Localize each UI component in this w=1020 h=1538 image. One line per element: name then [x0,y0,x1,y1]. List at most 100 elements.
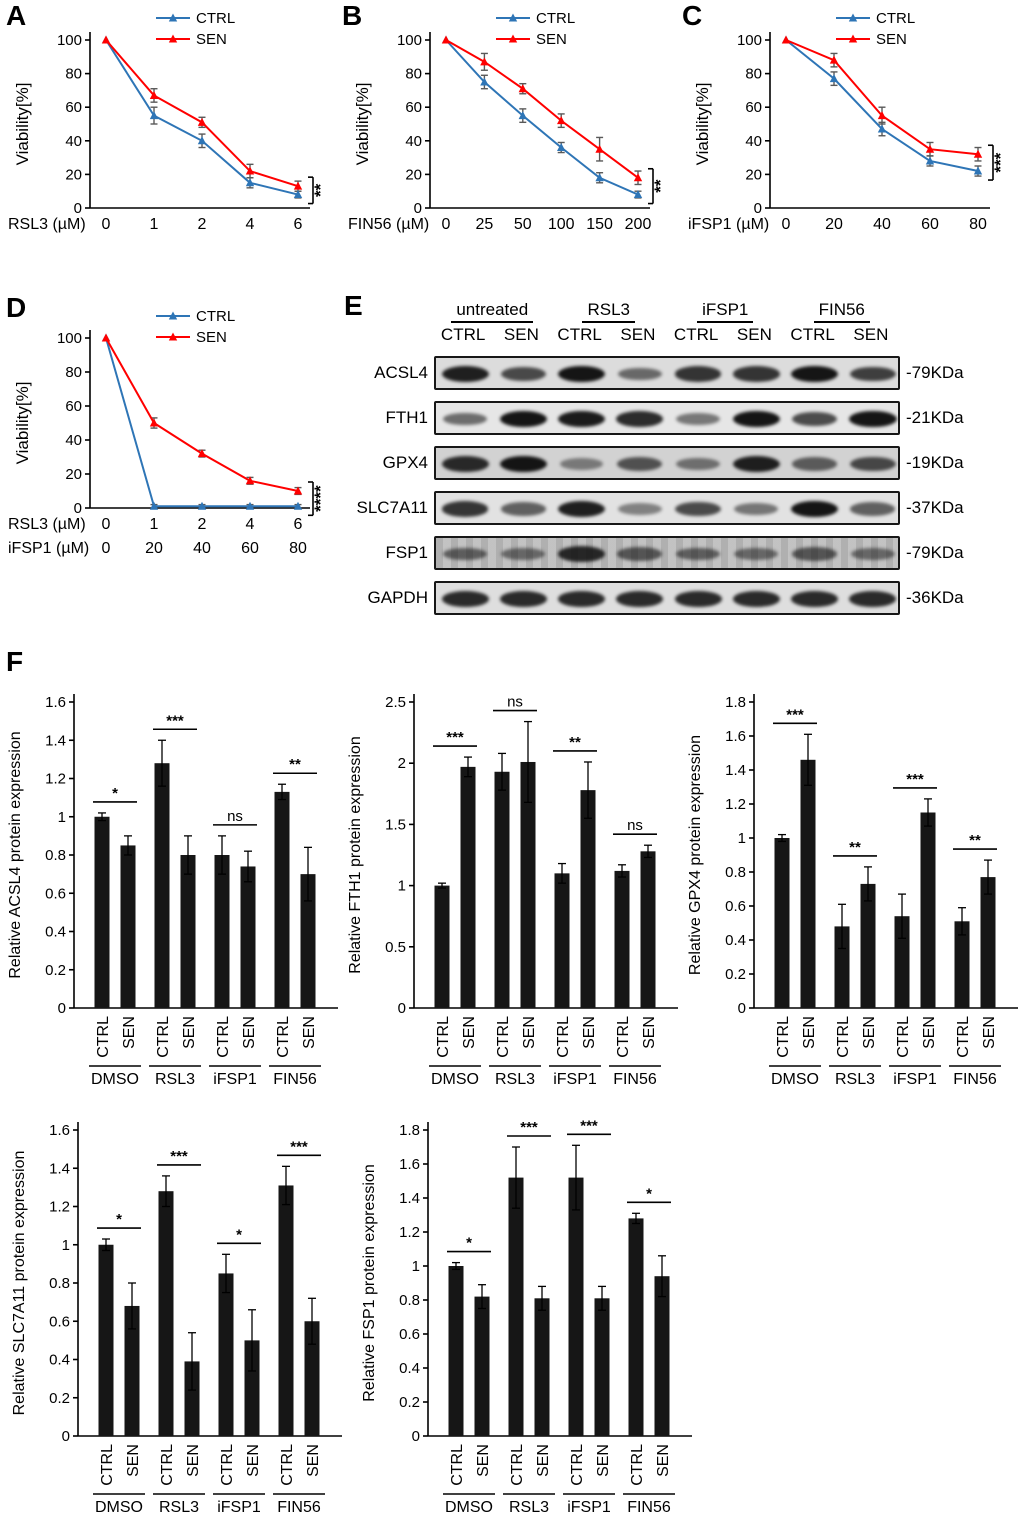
svg-text:FIN56: FIN56 [627,1499,671,1516]
blot-protein-label: FSP1 [385,543,428,562]
blot-kda-label: -79KDa [906,363,964,382]
panel-label-a: A [6,0,27,31]
blot-lane-label: CTRL [790,325,835,344]
bar-chart-fth1: 0 0.5 1 1.5 2 2.5 Relative FTH1 protein expres… [347,694,678,1088]
svg-text:100: 100 [57,32,82,49]
blot-kda-label: -19KDa [906,453,964,472]
svg-text:FIN56: FIN56 [277,1499,321,1516]
blot-strip-slc7a11 [434,491,900,525]
svg-text:SEN: SEN [301,1016,318,1049]
blot-group-label: RSL3 [551,300,668,323]
svg-text:1.8: 1.8 [399,1122,420,1139]
blot-band [616,411,664,427]
svg-text:**: ** [969,832,981,849]
svg-text:CTRL: CTRL [196,308,235,325]
blot-band [791,411,838,427]
svg-text:SEN: SEN [981,1016,998,1049]
svg-text:0: 0 [442,216,451,233]
svg-text:40: 40 [65,133,82,150]
svg-text:0: 0 [74,500,82,517]
bar-chart-acsl4: 0 0.2 0.4 0.6 0.8 1 1.2 1.4 1.6 Relative ACSL4 pr… [7,694,338,1088]
blot-strip-gapdh [434,581,900,615]
svg-text:SEN: SEN [241,1016,258,1049]
svg-text:1.6: 1.6 [725,728,746,745]
svg-text:CTRL: CTRL [435,1016,452,1058]
svg-text:SEN: SEN [641,1016,658,1049]
svg-text:FIN56: FIN56 [613,1071,657,1088]
bar-chart-fsp1: 0 0.2 0.4 0.6 0.8 1 1.2 1.4 1.6 1.8 Relative FSP1 … [361,1117,692,1516]
svg-text:1.4: 1.4 [725,762,746,779]
svg-text:CTRL: CTRL [569,1444,586,1486]
svg-text:iFSP1: iFSP1 [213,1071,257,1088]
blot-band [557,410,606,428]
svg-text:SEN: SEN [475,1444,492,1477]
svg-text:SEN: SEN [461,1016,478,1049]
panel-label-c: C [682,0,703,31]
blot-strip-acsl4 [434,356,900,390]
blot-band [441,591,489,607]
blot-band [676,412,721,426]
svg-text:1: 1 [150,216,159,233]
svg-text:1.6: 1.6 [49,1122,70,1139]
svg-text:80: 80 [65,364,82,381]
svg-text:***: *** [170,1148,188,1165]
blot-band [500,366,547,382]
svg-text:CTRL: CTRL [536,10,575,27]
svg-text:200: 200 [625,216,652,233]
svg-text:100: 100 [397,32,422,49]
blot-band [558,546,606,562]
svg-text:Relative SLC7A11 protein expr: Relative SLC7A11 protein expression [11,1151,28,1416]
blot-group-underline: iFSP1 [697,300,754,323]
svg-text:1.4: 1.4 [399,1190,420,1207]
svg-text:iFSP1: iFSP1 [893,1071,937,1088]
svg-text:20: 20 [745,166,762,183]
svg-text:0.4: 0.4 [45,924,66,941]
svg-text:***: *** [446,729,464,746]
svg-text:2: 2 [198,216,207,233]
svg-text:SEN: SEN [521,1016,538,1049]
svg-text:0.4: 0.4 [399,1360,420,1377]
svg-text:1: 1 [150,516,159,533]
blot-band [850,547,895,561]
svg-text:0.5: 0.5 [385,939,406,956]
blot-lane-label: SEN [620,325,656,344]
blot-band [732,591,780,607]
svg-text:FIN56: FIN56 [953,1071,997,1088]
svg-text:40: 40 [405,133,422,150]
blot-band [849,591,897,607]
svg-text:0.6: 0.6 [45,885,66,902]
blot-band [441,365,489,383]
svg-text:80: 80 [745,66,762,83]
svg-text:iFSP1 (µM): iFSP1 (µM) [688,216,769,233]
svg-text:CTRL: CTRL [629,1444,646,1486]
svg-text:CTRL: CTRL [279,1444,296,1486]
blot-band [441,456,489,472]
svg-text:iFSP1: iFSP1 [567,1499,611,1516]
svg-text:0.2: 0.2 [49,1390,70,1407]
svg-text:****: **** [311,485,330,512]
svg-text:iFSP1: iFSP1 [553,1071,597,1088]
blot-band [499,591,547,607]
blot-band [618,502,662,516]
blot-kda-label: -79KDa [906,543,964,562]
svg-text:150: 150 [586,216,613,233]
svg-text:CTRL: CTRL [99,1444,116,1486]
svg-text:0.6: 0.6 [49,1313,70,1330]
svg-text:0: 0 [102,516,111,533]
svg-text:0.4: 0.4 [49,1352,70,1369]
blot-band [734,502,779,516]
blot-band [442,547,488,561]
svg-text:1.4: 1.4 [49,1160,70,1177]
svg-text:1.6: 1.6 [399,1156,420,1173]
svg-text:SEN: SEN [121,1016,138,1049]
svg-text:DMSO: DMSO [445,1499,493,1516]
svg-text:CTRL: CTRL [95,1016,112,1058]
svg-text:0: 0 [782,216,791,233]
svg-text:RSL3 (µM): RSL3 (µM) [8,516,86,533]
svg-text:1.2: 1.2 [725,796,746,813]
blot-band [791,591,839,607]
svg-text:1: 1 [58,809,66,826]
blot-band [850,456,896,472]
